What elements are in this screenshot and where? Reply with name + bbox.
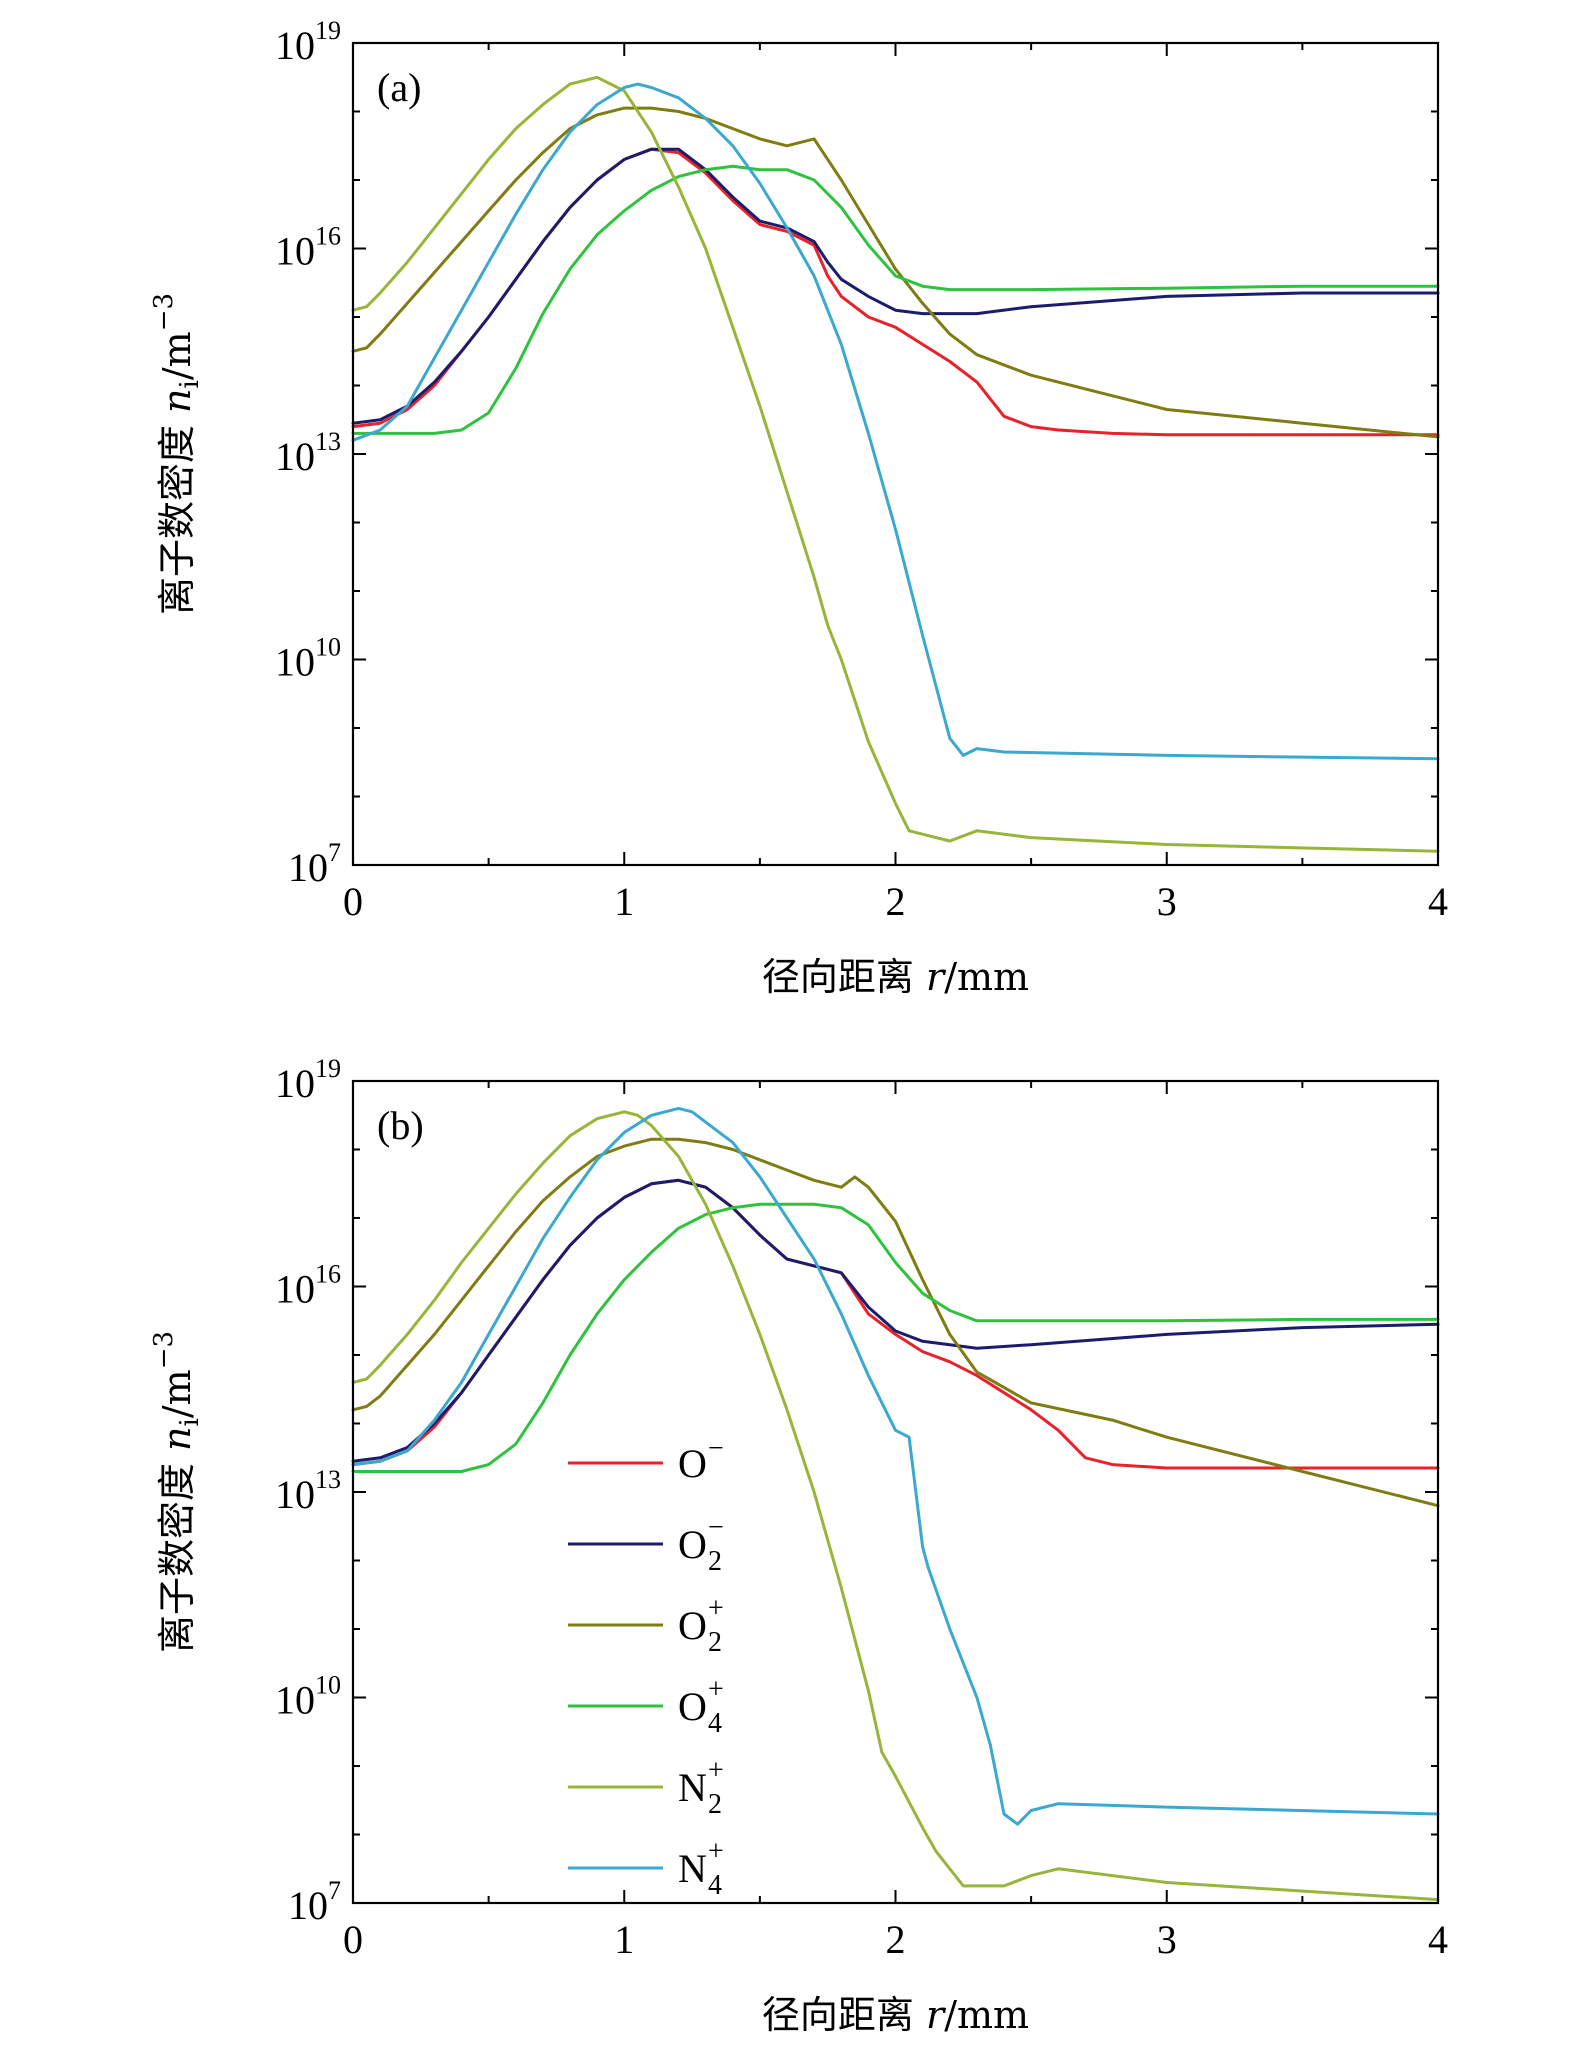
y-tick-label: 1016 — [275, 222, 341, 274]
series-line-5 — [351, 1106, 1440, 1826]
panel-label: (b) — [377, 1103, 424, 1148]
series-line-3 — [351, 164, 1440, 435]
series-line-4 — [351, 75, 1440, 853]
series-line-2 — [351, 106, 1440, 439]
legend-label: O2− — [678, 1512, 724, 1577]
plot-frame — [351, 1079, 1440, 1905]
x-axis: 0 1 2 3 4 — [343, 1081, 1448, 1962]
y-axis: 107 1010 1013 1016 1019 — [275, 16, 1438, 890]
y-axis: 107 1010 1013 1016 1019 — [275, 1054, 1438, 1928]
y-tick-label: 1010 — [275, 1671, 341, 1723]
legend-item-4: N2+ — [568, 1755, 724, 1820]
x-tick-label: 0 — [343, 1917, 363, 1962]
legend-item-5: N4+ — [568, 1836, 724, 1901]
legend: O− O2− O2+ O4+ N2+ N4+ — [568, 1433, 724, 1901]
y-tick-label: 1019 — [275, 16, 341, 68]
x-tick-label: 0 — [343, 879, 363, 924]
series-line-3 — [351, 1202, 1440, 1473]
series-group — [351, 1106, 1440, 1902]
x-tick-label: 1 — [614, 1917, 634, 1962]
y-tick-label: 107 — [288, 838, 341, 890]
chart-panel-1: 0 1 2 3 4 107 1010 1013 1016 1019 (b) 径向距离 r/mm 离子数密… — [149, 1054, 1448, 2037]
y-tick-label: 1016 — [275, 1260, 341, 1312]
series-line-0 — [351, 147, 1440, 437]
x-tick-label: 2 — [886, 879, 906, 924]
series-line-1 — [351, 147, 1440, 425]
x-axis-title: 径向距离 r/mm — [762, 1993, 1029, 2037]
series-group — [351, 75, 1440, 853]
y-axis-title: 离子数密度 ni/m−3 — [149, 1331, 205, 1653]
figure-panels: 0 1 2 3 4 107 1010 1013 1016 1019 (a) 径向距离 r/mm 离子数密… — [149, 16, 1448, 2037]
series-line-2 — [351, 1137, 1440, 1508]
x-tick-label: 2 — [886, 1917, 906, 1962]
x-tick-label: 4 — [1428, 879, 1448, 924]
panel-label: (a) — [377, 65, 421, 110]
x-tick-label: 1 — [614, 879, 634, 924]
y-axis-title: 离子数密度 ni/m−3 — [149, 293, 205, 615]
series-line-4 — [351, 1110, 1440, 1902]
x-tick-label: 3 — [1157, 879, 1177, 924]
series-line-1 — [351, 1178, 1440, 1463]
x-axis-title: 径向距离 r/mm — [762, 955, 1029, 999]
series-line-5 — [351, 82, 1440, 761]
x-axis: 0 1 2 3 4 — [343, 43, 1448, 924]
legend-label: O− — [678, 1433, 724, 1486]
y-tick-label: 1013 — [275, 1465, 341, 1517]
legend-label: O4+ — [678, 1674, 724, 1739]
plot-frame — [351, 41, 1440, 867]
x-tick-label: 4 — [1428, 1917, 1448, 1962]
y-tick-label: 1013 — [275, 427, 341, 479]
legend-item-2: O2+ — [568, 1593, 724, 1658]
legend-item-0: O− — [568, 1433, 724, 1486]
y-tick-label: 107 — [288, 1876, 341, 1928]
legend-label: N2+ — [678, 1755, 724, 1820]
x-tick-label: 3 — [1157, 1917, 1177, 1962]
legend-label: N4+ — [678, 1836, 724, 1901]
y-tick-label: 1019 — [275, 1054, 341, 1106]
legend-item-3: O4+ — [568, 1674, 724, 1739]
legend-item-1: O2− — [568, 1512, 724, 1577]
y-tick-label: 1010 — [275, 633, 341, 685]
legend-label: O2+ — [678, 1593, 724, 1658]
chart-panel-0: 0 1 2 3 4 107 1010 1013 1016 1019 (a) 径向距离 r/mm 离子数密… — [149, 16, 1448, 999]
